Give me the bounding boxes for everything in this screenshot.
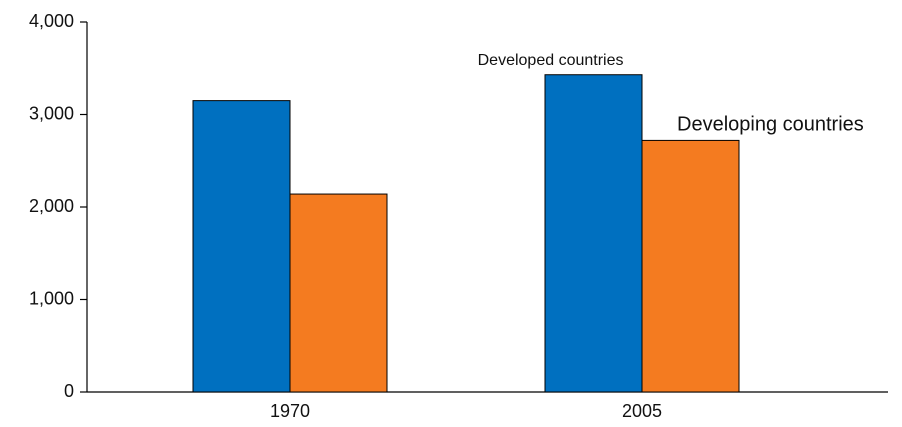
bar: [192, 100, 291, 393]
y-tick-label: 4,000: [29, 11, 74, 31]
x-tick-label: 1970: [270, 401, 310, 421]
bar: [641, 139, 740, 393]
bar: [544, 74, 643, 393]
series-label: Developed countries: [478, 52, 624, 69]
y-tick-label: 3,000: [29, 103, 74, 123]
y-tick-label: 0: [64, 381, 74, 401]
series-label: Developing countries: [677, 114, 864, 136]
y-tick-label: 2,000: [29, 196, 74, 216]
bar: [289, 193, 388, 393]
x-tick-label: 2005: [622, 401, 662, 421]
y-tick-label: 1,000: [29, 288, 74, 308]
